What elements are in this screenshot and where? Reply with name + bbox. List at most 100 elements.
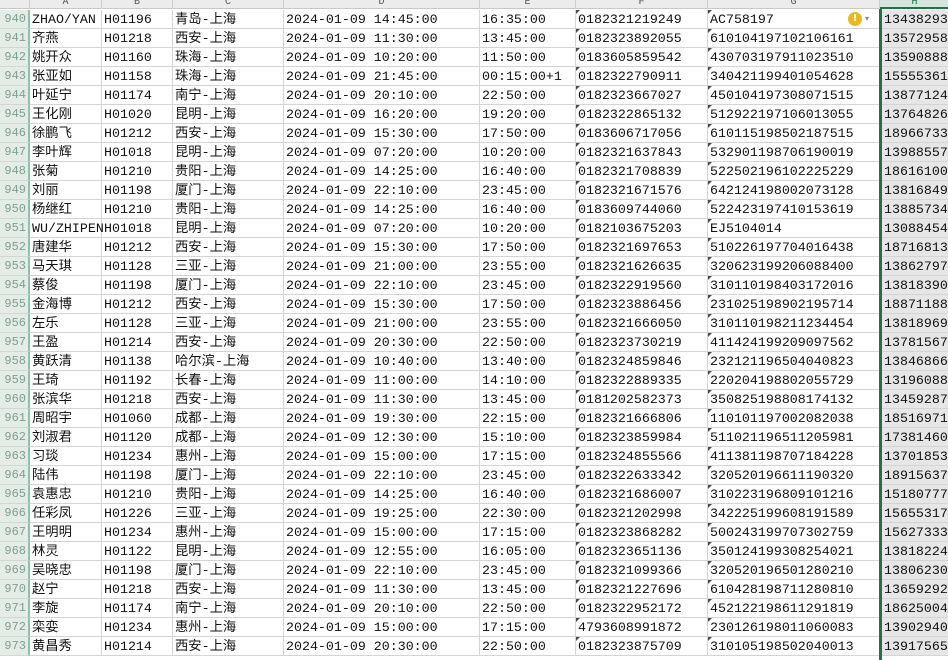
cell-g[interactable]: 320623199206088400 [708,257,880,276]
cell-a[interactable]: 叶延宁 [30,86,102,105]
cell-b[interactable]: H01218 [102,29,173,48]
cell-g[interactable]: 230126198011060083 [708,618,880,637]
cell-b[interactable]: H01160 [102,48,173,67]
cell-g[interactable]: 610428198711280810 [708,580,880,599]
cell-e[interactable]: 16:05:00 [480,542,576,561]
cell-c[interactable]: 昆明-上海 [173,219,284,238]
cell-c[interactable]: 长春-上海 [173,371,284,390]
cell-c[interactable]: 惠州-上海 [173,523,284,542]
cell-h[interactable]: 18716813 [880,238,948,257]
cell-e[interactable]: 23:55:00 [480,314,576,333]
cell-a[interactable]: 唐建华 [30,238,102,257]
cell-e[interactable]: 22:30:00 [480,504,576,523]
cell-b[interactable]: H01138 [102,352,173,371]
cell-g[interactable]: 310223196809101216 [708,485,880,504]
cell-a[interactable]: 李叶辉 [30,143,102,162]
cell-e[interactable]: 22:50:00 [480,599,576,618]
row-header[interactable]: 945 [0,105,30,124]
row-header[interactable]: 942 [0,48,30,67]
cell-e[interactable]: 13:40:00 [480,352,576,371]
cell-b[interactable]: H01210 [102,200,173,219]
cell-h[interactable]: 13764826 [880,105,948,124]
cell-b[interactable]: H01158 [102,67,173,86]
cell-c[interactable]: 珠海-上海 [173,48,284,67]
cell-c[interactable]: 惠州-上海 [173,447,284,466]
cell-c[interactable]: 西安-上海 [173,333,284,352]
row-header[interactable]: 960 [0,390,30,409]
cell-a[interactable]: 刘淑君 [30,428,102,447]
cell-b[interactable]: H01226 [102,504,173,523]
cell-f[interactable]: 0182321227696 [576,580,708,599]
row-header[interactable]: 963 [0,447,30,466]
cell-a[interactable]: 吴晓忠 [30,561,102,580]
cell-b[interactable]: H01198 [102,276,173,295]
column-header-g[interactable]: G [708,0,880,9]
cell-h[interactable]: 13818969 [880,314,948,333]
cell-c[interactable]: 南宁-上海 [173,599,284,618]
cell-e[interactable]: 17:50:00 [480,238,576,257]
cell-h[interactable]: 13862797 [880,257,948,276]
cell-h[interactable]: 13438293 [880,10,948,29]
cell-f[interactable]: 0182323868282 [576,523,708,542]
cell-f[interactable]: 0182321202998 [576,504,708,523]
column-header-a[interactable]: A [30,0,102,9]
cell-f[interactable]: 0183605859542 [576,48,708,67]
cell-a[interactable]: 张亚如 [30,67,102,86]
cell-f[interactable]: 0182321708839 [576,162,708,181]
cell-f[interactable]: 0182322889335 [576,371,708,390]
column-header-c[interactable]: C [173,0,284,9]
cell-f[interactable]: 0182322633342 [576,466,708,485]
row-header[interactable]: 965 [0,485,30,504]
column-header-h[interactable]: H [880,0,948,9]
cell-e[interactable]: 13:45:00 [480,580,576,599]
cell-h[interactable]: 17381460 [880,428,948,447]
cell-b[interactable]: H01212 [102,238,173,257]
cell-e[interactable]: 13:45:00 [480,29,576,48]
cell-e[interactable]: 17:15:00 [480,447,576,466]
cell-g[interactable]: 522502196102225229 [708,162,880,181]
cell-c[interactable]: 南宁-上海 [173,86,284,105]
cell-d[interactable]: 2024-01-09 22:10:00 [284,181,480,200]
cell-h[interactable]: 15627333 [880,523,948,542]
cell-a[interactable]: WU/ZHIPEN [30,219,104,238]
cell-f[interactable]: 0181202582373 [576,390,708,409]
cell-e[interactable]: 00:15:00+1 [480,67,576,86]
cell-e[interactable]: 10:20:00 [480,143,576,162]
cell-b[interactable]: H01120 [102,428,173,447]
row-header[interactable]: 969 [0,561,30,580]
cell-c[interactable]: 成都-上海 [173,428,284,447]
row-header[interactable]: 970 [0,580,30,599]
row-header[interactable]: 968 [0,542,30,561]
cell-d[interactable]: 2024-01-09 15:30:00 [284,124,480,143]
cell-g[interactable]: 500243199707302759 [708,523,880,542]
cell-e[interactable]: 22:50:00 [480,333,576,352]
cell-a[interactable]: 黄昌秀 [30,637,102,656]
cell-c[interactable]: 贵阳-上海 [173,162,284,181]
row-header[interactable]: 973 [0,637,30,656]
cell-b[interactable]: H01122 [102,542,173,561]
cell-e[interactable]: 10:20:00 [480,219,576,238]
cell-g[interactable]: EJ5104014 [708,219,880,238]
cell-h[interactable]: 13806230 [880,561,948,580]
cell-e[interactable]: 22:50:00 [480,637,576,656]
cell-b[interactable]: H01210 [102,485,173,504]
cell-h[interactable]: 13846866 [880,352,948,371]
cell-h[interactable]: 13816849 [880,181,948,200]
cell-b[interactable]: H01018 [102,143,173,162]
cell-e[interactable]: 16:40:00 [480,200,576,219]
cell-a[interactable]: 齐燕 [30,29,102,48]
cell-e[interactable]: 23:55:00 [480,257,576,276]
cell-b[interactable]: H01060 [102,409,173,428]
cell-c[interactable]: 昆明-上海 [173,105,284,124]
cell-h[interactable]: 13659292 [880,580,948,599]
cell-f[interactable]: 0182321219249 [576,10,708,29]
cell-g[interactable]: 510226197704016438 [708,238,880,257]
row-header[interactable]: 954 [0,276,30,295]
cell-a[interactable]: 左乐 [30,314,102,333]
cell-g[interactable]: 610115198502187515 [708,124,880,143]
row-header[interactable]: 959 [0,371,30,390]
cell-g[interactable]: 350124199308254021 [708,542,880,561]
cell-d[interactable]: 2024-01-09 14:45:00 [284,10,480,29]
cell-f[interactable]: 0182321099366 [576,561,708,580]
cell-g[interactable]: 532901198706190019 [708,143,880,162]
